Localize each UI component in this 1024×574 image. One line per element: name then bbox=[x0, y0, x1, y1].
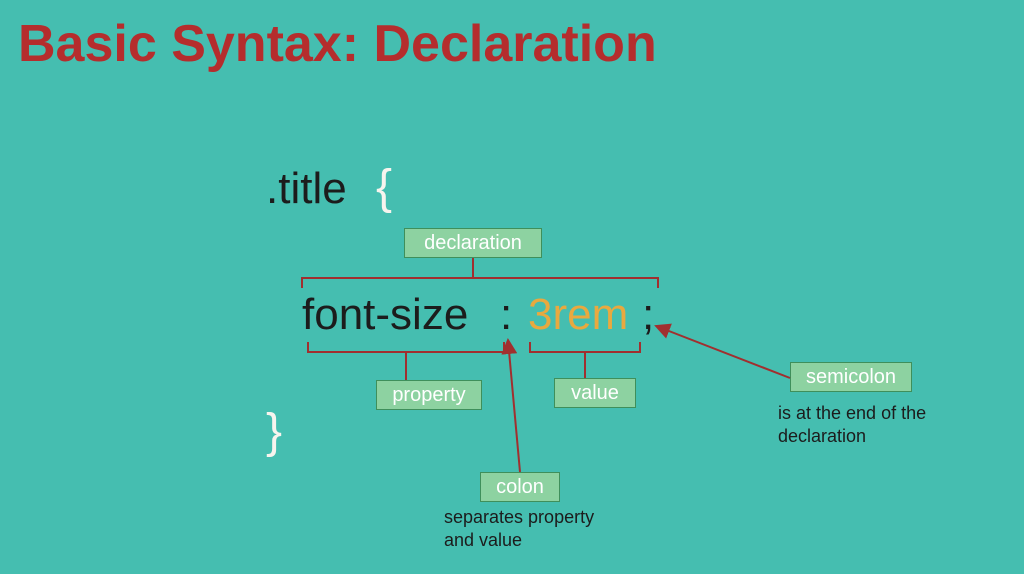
caption-colon: separates property and value bbox=[444, 506, 594, 551]
caption-semicolon-line2: declaration bbox=[778, 426, 866, 446]
code-brace-open: { bbox=[376, 160, 392, 215]
arrow-semicolon bbox=[656, 326, 790, 378]
bracket-declaration bbox=[302, 278, 658, 288]
caption-colon-line1: separates property bbox=[444, 507, 594, 527]
label-value: value bbox=[554, 378, 636, 408]
label-declaration: declaration bbox=[404, 228, 542, 258]
caption-colon-line2: and value bbox=[444, 530, 522, 550]
caption-semicolon-line1: is at the end of the bbox=[778, 403, 926, 423]
code-colon: : bbox=[500, 290, 512, 340]
code-brace-close: } bbox=[266, 404, 282, 459]
bracket-property bbox=[308, 342, 504, 352]
bracket-value bbox=[530, 342, 640, 352]
caption-semicolon: is at the end of the declaration bbox=[778, 402, 926, 447]
arrow-colon bbox=[508, 340, 520, 472]
label-colon: colon bbox=[480, 472, 560, 502]
code-semicolon: ; bbox=[642, 290, 654, 340]
code-value: 3rem bbox=[528, 290, 628, 340]
code-selector: .title bbox=[266, 164, 347, 214]
label-property: property bbox=[376, 380, 482, 410]
slide-title: Basic Syntax: Declaration bbox=[18, 14, 657, 74]
code-property: font-size bbox=[302, 290, 468, 340]
label-semicolon: semicolon bbox=[790, 362, 912, 392]
